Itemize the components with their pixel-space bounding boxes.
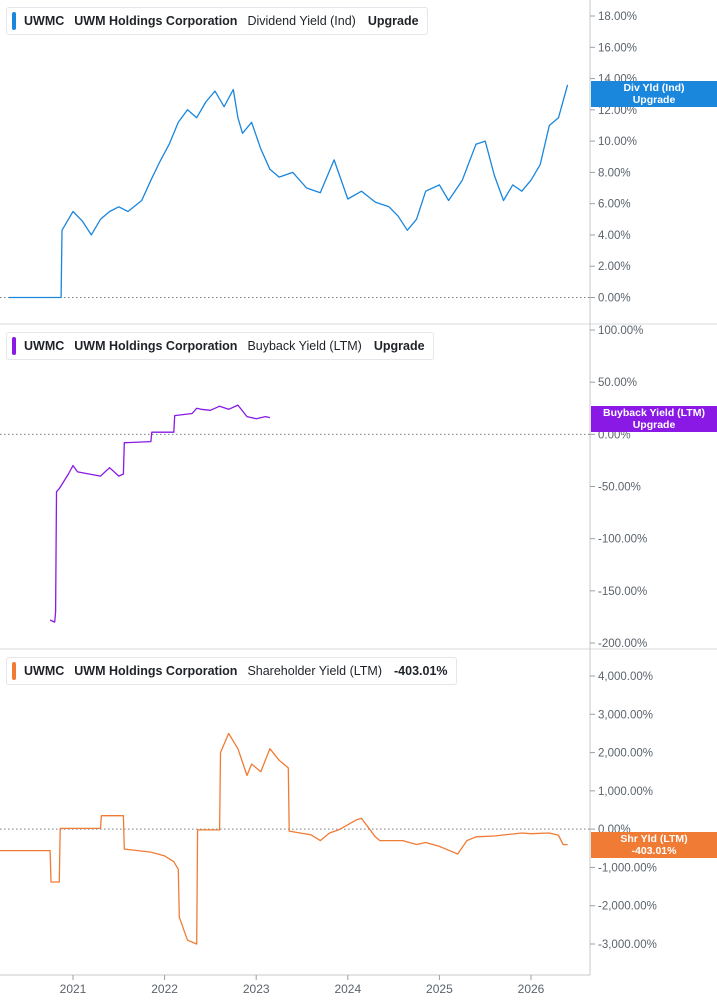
series-line-1	[8, 84, 569, 299]
y-tick-label: 18.00%	[598, 11, 637, 23]
x-tick-label: 2026	[518, 982, 545, 996]
legend-buyback-yield: UWMC UWM Holdings Corporation Buyback Yi…	[6, 332, 434, 360]
y-tick-label: 2.00%	[598, 261, 631, 273]
ticker-label: UWMC	[24, 339, 65, 353]
tag-line1: Shr Yld (LTM)	[620, 833, 688, 845]
upgrade-link[interactable]: Upgrade	[367, 14, 419, 28]
ticker-label: UWMC	[24, 14, 65, 28]
x-tick-label: 2023	[243, 982, 270, 996]
tag-line1: Buyback Yield (LTM)	[603, 407, 705, 419]
y-tick-label: -1,000.00%	[598, 862, 657, 874]
x-tick-label: 2024	[334, 982, 361, 996]
y-tick-label: 12.00%	[598, 105, 637, 117]
metric-name: Dividend Yield (Ind)	[247, 14, 356, 28]
y-tick-label: 50.00%	[598, 377, 637, 389]
legend-shareholder-yield: UWMC UWM Holdings Corporation Shareholde…	[6, 657, 457, 685]
y-tick-label: 4.00%	[598, 230, 631, 242]
tag-buyback-yield: Buyback Yield (LTM) Upgrade	[591, 406, 717, 432]
y-tick-label: -100.00%	[598, 534, 647, 546]
series-color-marker	[12, 337, 16, 355]
ticker-label: UWMC	[24, 664, 65, 678]
company-name: UWM Holdings Corporation	[74, 14, 238, 28]
y-tick-label: 4,000.00%	[598, 671, 653, 683]
tag-line1: Div Yld (Ind)	[623, 82, 685, 94]
axis-layer: 18.00%16.00%14.00%12.00%10.00%8.00%6.00%…	[0, 0, 657, 996]
y-tick-label: 0.00%	[598, 429, 631, 441]
y-tick-label: -200.00%	[598, 638, 647, 650]
y-tick-label: 8.00%	[598, 167, 631, 179]
series-line-3	[0, 732, 568, 945]
x-tick-label: 2022	[151, 982, 178, 996]
y-tick-label: 16.00%	[598, 42, 637, 54]
y-tick-label: -50.00%	[598, 482, 641, 494]
y-tick-label: 1,000.00%	[598, 786, 653, 798]
company-name: UWM Holdings Corporation	[74, 339, 238, 353]
tag-line2: Upgrade	[632, 94, 676, 106]
tag-shareholder-yield: Shr Yld (LTM) -403.01%	[591, 832, 717, 858]
y-tick-label: -2,000.00%	[598, 901, 657, 913]
y-tick-label: -150.00%	[598, 586, 647, 598]
tag-dividend-yield: Div Yld (Ind) Upgrade	[591, 81, 717, 107]
upgrade-link[interactable]: Upgrade	[373, 339, 425, 353]
series-color-marker	[12, 662, 16, 680]
y-tick-label: 2,000.00%	[598, 748, 653, 760]
y-tick-label: 0.00%	[598, 293, 631, 305]
y-tick-label: -3,000.00%	[598, 939, 657, 951]
series-color-marker	[12, 12, 16, 30]
panel-grid	[0, 297, 717, 830]
current-value: -403.01%	[394, 664, 448, 678]
series-layer	[0, 84, 569, 945]
x-tick-label: 2025	[426, 982, 453, 996]
y-tick-label: 10.00%	[598, 136, 637, 148]
tag-line2: Upgrade	[632, 419, 676, 431]
y-tick-label: 3,000.00%	[598, 709, 653, 721]
metric-name: Buyback Yield (LTM)	[247, 339, 362, 353]
y-tick-label: 100.00%	[598, 325, 643, 337]
tag-line2: -403.01%	[631, 845, 677, 857]
x-tick-label: 2021	[60, 982, 87, 996]
legend-dividend-yield: UWMC UWM Holdings Corporation Dividend Y…	[6, 7, 428, 35]
company-name: UWM Holdings Corporation	[74, 664, 238, 678]
y-tick-label: 6.00%	[598, 199, 631, 211]
series-line-2	[49, 404, 271, 623]
metric-name: Shareholder Yield (LTM)	[247, 664, 382, 678]
